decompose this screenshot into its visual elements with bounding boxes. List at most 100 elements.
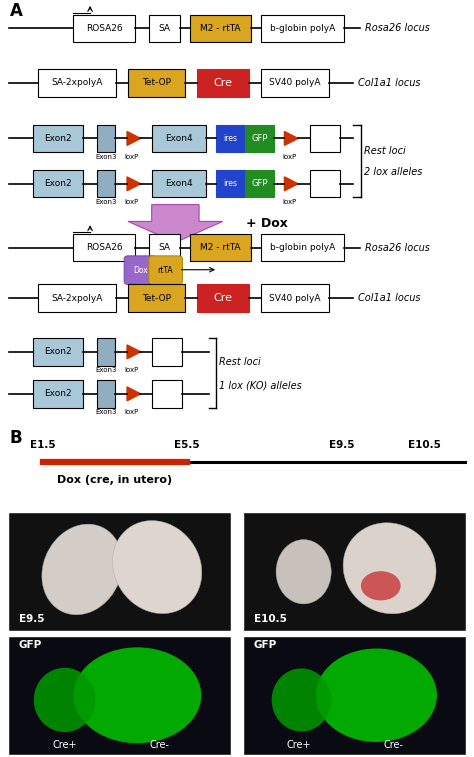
Ellipse shape [112, 521, 202, 614]
Text: ires: ires [223, 134, 237, 143]
Bar [38, 70, 116, 97]
Bar [261, 285, 329, 312]
Text: rtTA: rtTA [158, 266, 173, 275]
Text: SV40 polyA: SV40 polyA [269, 79, 321, 88]
Text: Cre-: Cre- [384, 740, 404, 750]
Text: Col1a1 locus: Col1a1 locus [358, 78, 420, 88]
FancyBboxPatch shape [124, 256, 156, 285]
Bar [33, 338, 83, 366]
Bar [73, 234, 135, 261]
Text: Exon4: Exon4 [165, 134, 193, 143]
Bar [244, 637, 465, 754]
Polygon shape [127, 387, 141, 400]
Text: Exon2: Exon2 [44, 179, 72, 188]
Bar [149, 14, 180, 42]
Text: Cre-: Cre- [149, 740, 169, 750]
Text: Exon2: Exon2 [44, 347, 72, 357]
Text: + Dox: + Dox [246, 217, 288, 230]
Text: Exon3: Exon3 [95, 367, 117, 373]
Bar [152, 380, 182, 407]
Bar [190, 234, 251, 261]
Bar [152, 125, 206, 152]
Bar [261, 234, 344, 261]
Bar [216, 125, 245, 152]
Text: E9.5: E9.5 [328, 440, 354, 450]
Text: SA: SA [159, 24, 171, 33]
Text: SA-2xpolyA: SA-2xpolyA [51, 294, 103, 303]
Polygon shape [127, 345, 141, 359]
Text: SA: SA [159, 243, 171, 252]
Bar [97, 380, 115, 407]
Text: Dox: Dox [133, 266, 148, 275]
FancyBboxPatch shape [149, 256, 182, 285]
Text: ROSA26: ROSA26 [86, 243, 123, 252]
Bar [152, 170, 206, 198]
Text: Tet-OP: Tet-OP [142, 79, 171, 88]
Text: ROSA26: ROSA26 [86, 24, 123, 33]
Text: b-globin polyA: b-globin polyA [270, 24, 335, 33]
Text: Exon3: Exon3 [95, 154, 117, 160]
Text: GFP: GFP [19, 640, 42, 650]
Ellipse shape [42, 524, 123, 615]
Polygon shape [127, 177, 141, 191]
Bar [73, 14, 135, 42]
Polygon shape [284, 132, 298, 145]
Bar [190, 14, 251, 42]
Text: Tet-OP: Tet-OP [142, 294, 171, 303]
Polygon shape [127, 132, 141, 145]
Text: Dox (cre, in utero): Dox (cre, in utero) [57, 475, 173, 485]
Bar [128, 285, 185, 312]
Text: M2 - rtTA: M2 - rtTA [200, 243, 241, 252]
Text: GFP: GFP [252, 134, 268, 143]
Text: SA-2xpolyA: SA-2xpolyA [51, 79, 103, 88]
Bar [97, 170, 115, 198]
Ellipse shape [73, 647, 201, 743]
Bar [310, 125, 340, 152]
Text: Cre: Cre [213, 78, 232, 88]
Bar [310, 170, 340, 198]
Bar [261, 14, 344, 42]
Text: Col1a1 locus: Col1a1 locus [358, 293, 420, 303]
Bar [9, 637, 230, 754]
Text: E10.5: E10.5 [254, 614, 286, 624]
Bar [245, 125, 274, 152]
Bar [33, 380, 83, 407]
Text: Rest loci: Rest loci [364, 145, 405, 156]
Text: Exon3: Exon3 [95, 199, 117, 205]
Ellipse shape [361, 572, 401, 600]
Bar [97, 338, 115, 366]
Bar [38, 285, 116, 312]
Bar [33, 170, 83, 198]
Text: E1.5: E1.5 [30, 440, 55, 450]
Text: loxP: loxP [125, 410, 139, 415]
Ellipse shape [316, 649, 437, 742]
Text: Cre: Cre [213, 293, 232, 303]
Text: M2 - rtTA: M2 - rtTA [200, 24, 241, 33]
Bar [197, 285, 249, 312]
Text: GFP: GFP [252, 179, 268, 188]
Text: SV40 polyA: SV40 polyA [269, 294, 321, 303]
Bar [97, 125, 115, 152]
Ellipse shape [272, 668, 331, 731]
Text: loxP: loxP [125, 154, 139, 160]
Text: Exon4: Exon4 [165, 179, 193, 188]
Bar [197, 70, 249, 97]
Text: B: B [9, 429, 22, 447]
Bar [245, 170, 274, 198]
Text: E5.5: E5.5 [174, 440, 200, 450]
Text: loxP: loxP [282, 154, 296, 160]
Ellipse shape [276, 540, 331, 604]
Bar [261, 70, 329, 97]
Text: Rosa26 locus: Rosa26 locus [365, 243, 430, 253]
Text: 1 lox (KO) alleles: 1 lox (KO) alleles [219, 381, 302, 391]
Text: Cre+: Cre+ [52, 740, 77, 750]
Bar [149, 234, 180, 261]
Text: Rosa26 locus: Rosa26 locus [365, 23, 430, 33]
Bar [128, 70, 185, 97]
Polygon shape [284, 177, 298, 191]
Bar [152, 338, 182, 366]
Bar [9, 513, 230, 631]
Bar [244, 513, 465, 631]
Text: E9.5: E9.5 [19, 614, 45, 624]
Text: Exon3: Exon3 [95, 410, 117, 415]
